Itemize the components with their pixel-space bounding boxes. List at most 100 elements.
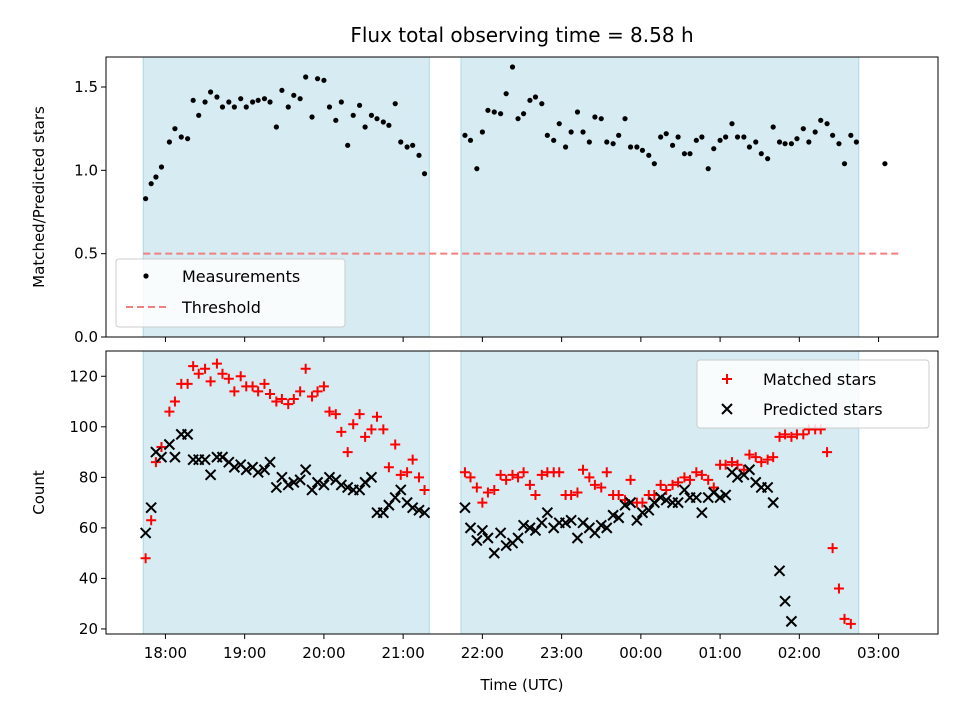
measurement-point (782, 141, 788, 147)
measurement-point (658, 134, 664, 140)
matched-star-point (395, 469, 406, 480)
matched-star-point (360, 431, 371, 442)
measurement-point (562, 144, 569, 150)
matched-star-point (188, 361, 199, 372)
chart-title: Flux total observing time = 8.58 h (350, 23, 693, 47)
measurement-point (729, 121, 735, 127)
measurement-point (681, 151, 688, 157)
measurement-point (249, 99, 256, 105)
predicted-star-point (773, 565, 786, 577)
matched-star-point (182, 378, 193, 389)
measurement-point (238, 96, 244, 102)
matched-star-point (371, 411, 382, 422)
matched-star-point (703, 474, 714, 485)
measurement-point (374, 116, 380, 122)
top-panel: 0.0 0.5 1.0 1.5 Matched/Predicted stars Measu… (30, 56, 939, 346)
predicted-star-point (459, 501, 471, 514)
y-tick-label: 120 (69, 367, 98, 385)
measurement-point (398, 139, 404, 145)
x-tick-label: 03:00 (857, 644, 900, 662)
plot-frame (105, 350, 939, 635)
measurement-point (190, 97, 196, 103)
matched-star-point (750, 452, 761, 463)
y-tick-label: 80 (79, 468, 98, 486)
measurement-point (172, 126, 178, 132)
matched-star-point (229, 386, 240, 397)
legend-label: Threshold (181, 298, 261, 317)
measurement-point (622, 116, 628, 122)
matched-star-point (798, 429, 809, 440)
measurement-point (723, 134, 729, 140)
measurement-point (291, 92, 297, 98)
measurement-point (741, 134, 747, 140)
measurement-point (202, 99, 208, 105)
measurement-point (830, 132, 836, 138)
matched-star-point (536, 469, 547, 480)
observing-span (460, 56, 860, 338)
measurement-point (788, 141, 795, 147)
measurement-point (462, 132, 468, 138)
measurement-point (231, 104, 237, 110)
matched-star-point (845, 618, 856, 629)
matched-star-point (625, 474, 636, 485)
x-tick-label: 21:00 (382, 644, 425, 662)
matched-star-point (366, 424, 377, 435)
measurement-point (765, 156, 771, 162)
matched-star-point (684, 474, 695, 485)
measurement-point (717, 137, 723, 143)
predicted-star-point (258, 464, 271, 476)
y-axis-title: Matched/Predicted stars (30, 106, 48, 288)
matched-star-point (259, 378, 270, 389)
measurement-point (362, 124, 368, 130)
matched-star-point (402, 467, 413, 478)
measurement-point (580, 129, 586, 135)
predicted-star-point (743, 464, 756, 476)
measurement-point (848, 132, 854, 138)
measurement-point (404, 144, 410, 150)
measurement-point (333, 117, 339, 123)
matched-star-point (276, 394, 287, 405)
predicted-star-point (264, 456, 276, 468)
measurement-point (610, 141, 616, 147)
predicted-star-point (541, 507, 554, 519)
measurement-point (207, 89, 214, 95)
matched-star-point (378, 424, 389, 435)
measurement-point (467, 137, 474, 143)
measurement-point (338, 99, 344, 105)
measurement-point (416, 152, 422, 158)
measurement-point (853, 139, 859, 145)
measurement-point (350, 112, 356, 118)
matched-star-point (164, 406, 175, 417)
predicted-star-point (785, 615, 798, 628)
measurement-point (153, 174, 159, 180)
matched-star-point (383, 462, 394, 473)
predicted-star-point (494, 527, 507, 539)
measurement-point (485, 107, 491, 113)
legend-label: Matched stars (763, 370, 876, 389)
predicted-star-point (779, 595, 791, 607)
matched-star-point (691, 467, 702, 478)
matched-star-point (726, 457, 737, 468)
matched-star-point (169, 396, 180, 407)
measurement-point (345, 142, 351, 148)
predicted-star-point (323, 471, 336, 484)
measurement-point (604, 139, 610, 145)
predicted-star-point (690, 491, 703, 504)
matched-star-point (554, 467, 565, 478)
matched-star-point (336, 426, 347, 437)
predicted-star-point (612, 512, 625, 524)
measurement-point (273, 124, 279, 130)
predicted-star-point (636, 507, 649, 519)
measurement-point (309, 114, 315, 120)
matched-star-point (140, 553, 151, 564)
matched-star-point (518, 467, 529, 478)
measurement-point (303, 74, 309, 80)
matched-star-point (566, 490, 577, 501)
measurement-point (800, 126, 806, 132)
measurement-point (556, 121, 562, 127)
measurement-point (226, 99, 232, 105)
predicted-star-point (643, 504, 655, 516)
predicted-star-point (476, 524, 489, 537)
predicted-star-point (678, 484, 691, 496)
